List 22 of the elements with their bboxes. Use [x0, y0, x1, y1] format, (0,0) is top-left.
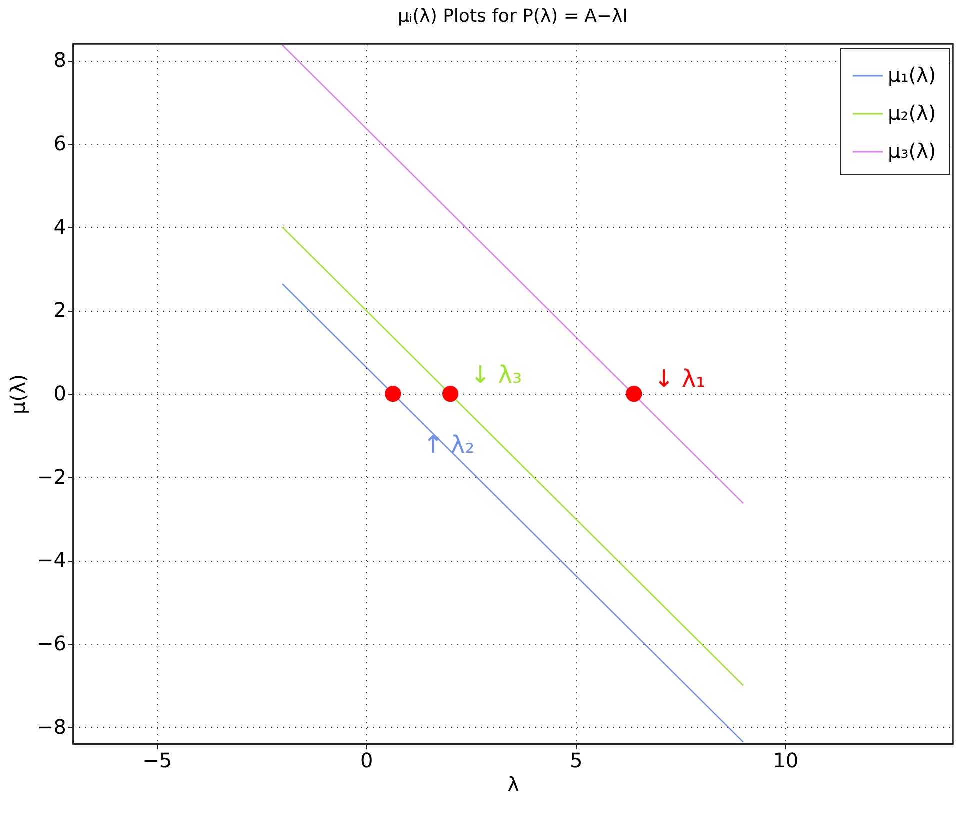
x-tick-label: 5 [570, 748, 583, 772]
y-tick-label: 8 [54, 48, 66, 72]
annotation: ↑ λ₂ [423, 431, 475, 459]
legend-label: μ₂(λ) [888, 101, 936, 125]
y-tick-label: −4 [37, 548, 66, 572]
chart-title: μᵢ(λ) Plots for P(λ) = A−λI [398, 6, 628, 27]
y-tick-label: −2 [37, 464, 66, 489]
y-tick-label: 4 [54, 214, 66, 239]
annotation: ↓ λ₃ [470, 361, 522, 389]
x-tick-label: 0 [360, 748, 374, 772]
annotation: ↓ λ₁ [654, 365, 706, 393]
y-tick-label: 0 [54, 382, 66, 406]
y-tick-label: 6 [54, 132, 66, 156]
y-tick-label: −6 [37, 632, 66, 656]
x-tick-label: −5 [142, 748, 172, 772]
legend-label: μ₁(λ) [888, 63, 936, 87]
y-tick-label: 2 [54, 298, 66, 322]
x-axis-title: λ [508, 772, 520, 796]
y-tick-label: −8 [37, 714, 66, 739]
legend-label: μ₃(λ) [888, 139, 936, 163]
y-axis-title: μ(λ) [6, 374, 30, 415]
x-tick-label: 10 [773, 748, 799, 772]
